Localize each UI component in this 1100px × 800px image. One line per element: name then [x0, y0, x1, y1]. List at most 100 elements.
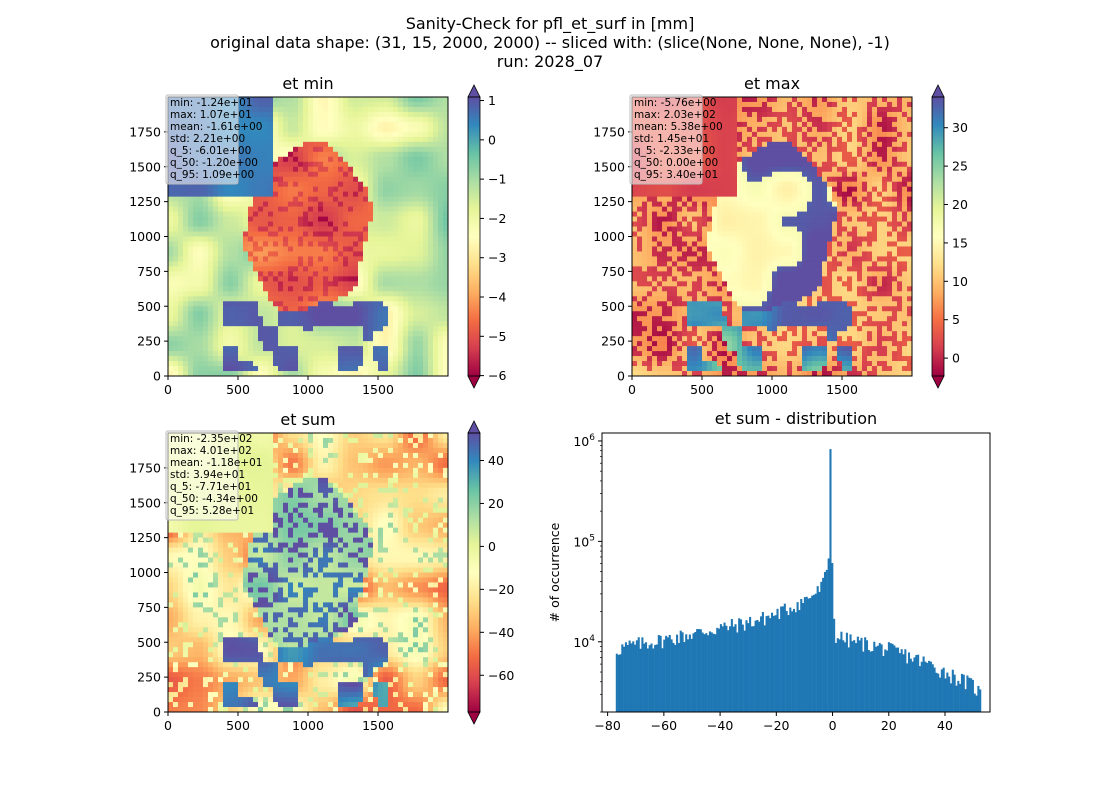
- map-cell: [443, 196, 448, 202]
- map-cell: [732, 126, 738, 133]
- map-cell: [363, 221, 369, 227]
- map-cell: [752, 176, 758, 183]
- map-cell: [802, 216, 808, 222]
- map-cell: [203, 226, 209, 232]
- map-cell: [383, 246, 389, 252]
- map-cell: [213, 306, 219, 312]
- map-cell: [253, 296, 259, 302]
- map-cell: [258, 106, 264, 113]
- map-cell: [268, 266, 274, 272]
- map-cell: [428, 371, 434, 376]
- map-cell: [393, 266, 399, 272]
- map-cell: [807, 201, 813, 207]
- map-cell: [323, 206, 329, 212]
- map-cell: [338, 251, 344, 257]
- map-cell: [273, 361, 279, 367]
- map-cell: [238, 286, 244, 292]
- map-cell: [333, 121, 339, 128]
- map-cell: [847, 241, 853, 247]
- map-cell: [742, 176, 748, 183]
- map-cell: [318, 196, 324, 202]
- map-cell: [423, 161, 429, 168]
- map-cell: [333, 246, 339, 252]
- map-cell: [248, 356, 254, 362]
- map-cell: [238, 271, 244, 277]
- map-cell: [168, 201, 174, 207]
- map-cell: [258, 261, 264, 267]
- map-cell: [173, 236, 179, 242]
- map-cell: [328, 316, 334, 322]
- map-cell: [907, 206, 912, 212]
- map-cell: [408, 256, 414, 262]
- map-cell: [737, 246, 743, 252]
- map-cell: [263, 121, 269, 128]
- map-cell: [203, 196, 209, 202]
- map-cell: [787, 201, 793, 207]
- map-cell: [268, 131, 274, 138]
- map-cell: [333, 256, 339, 262]
- map-cell: [842, 206, 848, 212]
- map-cell: [662, 196, 668, 202]
- map-cell: [308, 216, 314, 222]
- map-cell: [358, 136, 364, 143]
- map-cell: [877, 146, 883, 153]
- map-cell: [428, 226, 434, 232]
- map-cell: [238, 196, 244, 202]
- map-cell: [358, 191, 364, 197]
- map-cell: [248, 146, 254, 153]
- map-cell: [258, 356, 264, 362]
- map-cell: [393, 231, 399, 237]
- map-cell: [323, 151, 329, 158]
- map-cell: [727, 196, 733, 202]
- map-cell: [188, 191, 194, 197]
- map-cell: [353, 101, 359, 108]
- map-cell: [807, 106, 813, 113]
- map-cell: [787, 101, 793, 108]
- map-cell: [348, 111, 354, 118]
- map-cell: [358, 201, 364, 207]
- map-cell: [368, 231, 374, 237]
- map-cell: [168, 216, 174, 222]
- map-cell: [198, 226, 204, 232]
- map-cell: [782, 161, 788, 168]
- map-cell: [243, 101, 249, 108]
- map-cell: [737, 151, 743, 158]
- map-cell: [358, 151, 364, 158]
- map-cell: [183, 321, 189, 327]
- map-cell: [308, 311, 314, 317]
- map-cell: [902, 216, 908, 222]
- map-cell: [418, 97, 424, 103]
- map-cell: [343, 361, 349, 367]
- map-cell: [368, 301, 374, 307]
- map-cell: [832, 251, 838, 257]
- map-cell: [393, 216, 399, 222]
- map-cell: [762, 166, 768, 173]
- map-cell: [418, 141, 424, 148]
- map-cell: [303, 176, 309, 183]
- map-cell: [862, 171, 868, 178]
- map-cell: [862, 201, 868, 207]
- map-cell: [228, 326, 234, 332]
- map-cell: [443, 351, 448, 357]
- map-cell: [263, 151, 269, 158]
- map-cell: [772, 236, 778, 242]
- map-cell: [882, 196, 888, 202]
- map-cell: [403, 97, 409, 103]
- map-cell: [652, 236, 658, 242]
- map-cell: [792, 146, 798, 153]
- map-cell: [373, 171, 379, 178]
- map-cell: [882, 221, 888, 227]
- map-cell: [787, 221, 793, 227]
- map-cell: [717, 246, 723, 252]
- map-cell: [228, 276, 234, 282]
- map-cell: [423, 106, 429, 113]
- map-cell: [887, 246, 893, 252]
- map-cell: [313, 306, 319, 312]
- map-cell: [832, 171, 838, 178]
- map-cell: [832, 191, 838, 197]
- map-cell: [368, 181, 374, 188]
- map-cell: [353, 151, 359, 158]
- map-cell: [218, 361, 224, 367]
- map-cell: [393, 326, 399, 332]
- map-cell: [767, 136, 773, 143]
